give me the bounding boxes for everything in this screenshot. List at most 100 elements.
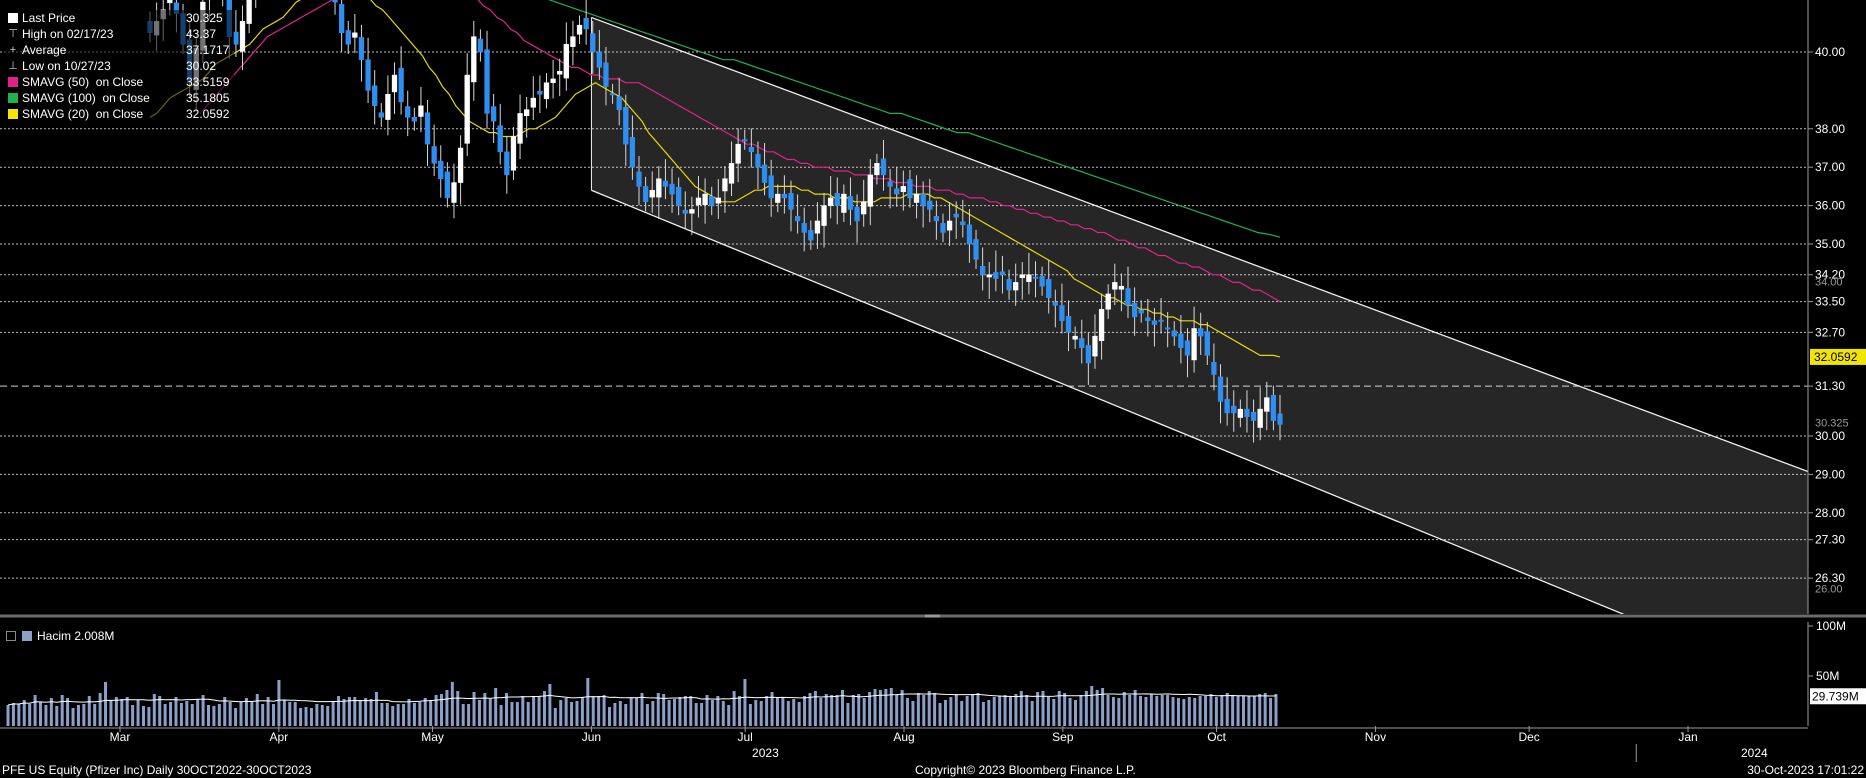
candle-down (993, 272, 999, 279)
volume-bar (98, 693, 102, 726)
price-highlight-box (1810, 348, 1866, 365)
volume-bar (754, 700, 758, 726)
candle-up (239, 21, 246, 52)
volume-bar (1160, 695, 1164, 726)
volume-bar (66, 698, 70, 726)
volume-bar (1155, 696, 1159, 726)
volume-bar (705, 695, 709, 726)
volume-bar (645, 704, 649, 726)
price-tick-label: 34.20 (1815, 268, 1845, 282)
volume-bar (532, 696, 536, 726)
candle-up (1098, 309, 1105, 342)
year-label: 2024 (1741, 746, 1768, 760)
legend-row: SMAVG (50) on Close 33.5159 (4, 74, 234, 90)
volume-bar (22, 700, 26, 726)
volume-bar (158, 696, 162, 726)
volume-bar (402, 704, 406, 726)
volume-bar (667, 700, 671, 726)
candle-up (391, 74, 398, 93)
candle-down (1158, 319, 1164, 322)
volume-bar (39, 702, 43, 726)
volume-bar (1252, 696, 1256, 726)
volume-bar (602, 695, 606, 726)
candle-up (352, 32, 358, 38)
candle-up (524, 109, 530, 116)
volume-bar (721, 701, 725, 726)
volume-bar (884, 689, 888, 726)
candle-down (497, 125, 503, 153)
candle-down (365, 59, 371, 91)
volume-bar (429, 700, 433, 726)
volume-bar (217, 704, 221, 726)
candle-down (372, 85, 378, 107)
volume-bar (477, 700, 481, 726)
volume-bar (862, 698, 866, 726)
volume-bar (299, 708, 303, 726)
candle-up (563, 44, 569, 79)
candle-down (907, 179, 913, 199)
candle-up (1026, 274, 1032, 282)
candle-down (444, 171, 451, 199)
candle-up (827, 197, 834, 206)
volume-bar (738, 696, 742, 726)
candle-down (504, 151, 510, 176)
volume-bar (597, 696, 601, 726)
volume-bar (813, 691, 817, 726)
candle-down (755, 153, 761, 168)
candle-down (1085, 345, 1092, 364)
candle-down (438, 160, 444, 179)
candle-up (867, 174, 873, 207)
volume-bar (1128, 695, 1132, 726)
channel-upper-line (591, 16, 1808, 473)
candle-down (682, 209, 688, 214)
volume-bar (987, 700, 991, 726)
candle-up (656, 178, 662, 198)
candle-down (1145, 317, 1151, 322)
volume-bar (1074, 700, 1078, 726)
footer-bar: PFE US Equity (Pfizer Inc) Daily 30OCT20… (0, 762, 1866, 778)
volume-bar (618, 701, 622, 726)
legend-swatch-icon (8, 13, 18, 23)
volume-bar (586, 678, 590, 726)
volume-bar (1063, 693, 1067, 726)
candle-up (576, 24, 583, 35)
volume-bar (808, 693, 812, 726)
volume-bar (87, 696, 91, 726)
candle-up (728, 163, 735, 184)
volume-bar (781, 697, 785, 726)
channel-fill (591, 17, 1808, 614)
volume-bar (250, 701, 254, 726)
candle-down (1277, 413, 1283, 425)
candle-down (794, 216, 801, 222)
candle-down (887, 181, 893, 187)
volume-bar (559, 700, 563, 726)
volume-bar (136, 700, 140, 726)
volume-bar (1117, 698, 1121, 726)
volume-bar (342, 699, 346, 726)
volume-bar (770, 692, 774, 726)
volume-bar (1079, 695, 1083, 726)
candle-down (477, 38, 484, 53)
volume-bar (347, 697, 351, 726)
collapse-icon[interactable] (6, 631, 16, 641)
candle-up (167, 0, 173, 4)
volume-bar (651, 701, 655, 726)
volume-bar (1198, 696, 1202, 726)
volume-bar (629, 698, 633, 726)
volume-bar (1025, 695, 1029, 726)
volume-bar (104, 682, 108, 726)
candle-up (861, 201, 867, 215)
volume-bar (456, 691, 460, 726)
candle-down (642, 186, 649, 203)
volume-bar (846, 703, 850, 726)
volume-bar (683, 696, 687, 726)
candle-down (398, 67, 404, 103)
candle-down (537, 90, 543, 95)
candle-up (722, 178, 728, 192)
volume-bar (1122, 692, 1126, 726)
volume-swatch (22, 631, 32, 641)
sma50-line (199, 0, 1281, 303)
volume-bar (179, 703, 183, 726)
volume-bar (1084, 691, 1088, 726)
volume-bar (55, 706, 59, 726)
